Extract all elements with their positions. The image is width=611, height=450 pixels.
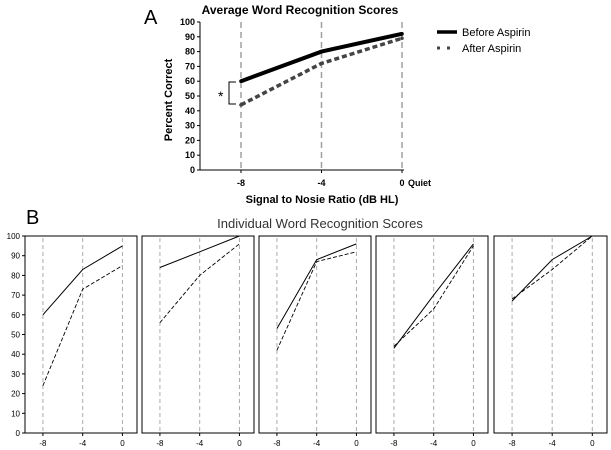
chart-a-y-ticks: 0 10 20 30 40 50 60 70 80 90 100 (180, 17, 200, 175)
y-tick-label-a-4: 40 (185, 106, 195, 116)
chart-a-ylabel: Percent Correct (163, 58, 175, 141)
x-tick-label-a-1: -4 (317, 178, 325, 188)
subject-4-after-line (393, 245, 474, 347)
subject-panel-frame-4 (375, 235, 489, 434)
y-tick-label-b-4: 40 (11, 350, 20, 359)
data-point-a-1-0 (239, 103, 243, 107)
subject-3-before-line (276, 243, 357, 329)
x-tick-label-b-1-2: 0 (120, 439, 125, 448)
y-tick-label-a-7: 70 (185, 61, 195, 71)
data-point-a-1-2 (400, 36, 404, 41)
subject-2-after-line (159, 243, 240, 323)
x-tick-label-b-4-0: -8 (390, 439, 398, 448)
x-tick-label-b-4-1: -4 (430, 439, 438, 448)
y-tick-label-a-6: 60 (185, 76, 195, 86)
legend-label-before: Before Aspirin (462, 27, 530, 39)
chart-a-xlabel: Signal to Nosie Ratio (dB HL) (246, 194, 399, 206)
subject-5-after-line (511, 235, 593, 300)
legend-label-after: After Aspirin (462, 43, 521, 55)
x-tick-label-b-1-0: -8 (39, 439, 47, 448)
panel-letter-b: B (26, 207, 39, 229)
y-tick-label-a-3: 30 (185, 121, 195, 131)
y-tick-label-b-5: 50 (11, 331, 20, 340)
y-tick-label-b-0: 0 (16, 429, 21, 438)
x-tick-label-b-5-1: -4 (549, 439, 557, 448)
x-tick-label-b-3-1: -4 (313, 439, 321, 448)
subject-panel-frame-3 (258, 235, 372, 434)
y-tick-label-b-8: 80 (11, 271, 20, 280)
subject-3-after-line (276, 251, 357, 351)
data-point-a-0-1 (319, 49, 324, 54)
panel-letter-a: A (144, 7, 158, 29)
chart-b-y-axis: 0 10 20 30 40 50 60 70 80 90 100 (7, 232, 25, 438)
subject-2-before-line (159, 235, 240, 268)
subject-panel-frame-1 (24, 235, 138, 434)
subject-1-before-line (42, 245, 123, 316)
y-tick-label-a-1: 10 (185, 150, 195, 160)
x-tick-label-b-3-2: 0 (354, 439, 359, 448)
subject-4-before-line (393, 243, 474, 349)
subject-panel-1: -8 -4 0 (24, 235, 138, 448)
x-tick-label-b-4-2: 0 (471, 439, 476, 448)
chart-a-title: Average Word Recognition Scores (202, 3, 399, 17)
x-tick-label-b-5-2: 0 (590, 439, 595, 448)
y-tick-label-b-10: 100 (7, 232, 21, 241)
y-tick-label-a-0: 0 (190, 165, 195, 175)
y-tick-label-b-1: 10 (11, 409, 20, 418)
subject-panel-5: -8 -4 0 (493, 235, 608, 448)
y-tick-label-b-7: 70 (11, 291, 20, 300)
x-extra-label-quiet: Quiet (408, 178, 431, 188)
y-tick-label-b-9: 90 (11, 252, 20, 261)
x-tick-label-b-3-0: -8 (273, 439, 281, 448)
y-tick-label-a-10: 100 (180, 17, 195, 27)
y-tick-label-a-5: 50 (185, 91, 195, 101)
chart-b-title: Individual Word Recognition Scores (217, 216, 423, 231)
y-tick-label-a-8: 80 (185, 47, 195, 57)
data-point-a-0-2 (400, 32, 404, 36)
x-tick-label-b-2-2: 0 (237, 439, 242, 448)
subject-panel-4: -8 -4 0 (375, 235, 489, 448)
subject-5-before-line (511, 235, 593, 302)
chart-a-gridlines (240, 22, 403, 170)
subject-1-after-line (42, 265, 123, 386)
chart-a-legend: Before Aspirin After Aspirin (437, 27, 530, 55)
y-tick-label-b-6: 60 (11, 311, 20, 320)
x-tick-label-a-0: -8 (237, 178, 245, 188)
subject-panel-3: -8 -4 0 (258, 235, 372, 448)
subject-panel-2: -8 -4 0 (141, 235, 255, 448)
chart-b-panels: -8 -4 0 -8 -4 0 -8 -4 0 -8 -4 0 -8 -4 0 (24, 235, 608, 448)
chart-a-x-ticks: -8 -4 0 (237, 170, 405, 188)
chart-a-series (239, 31, 404, 107)
x-tick-label-b-5-0: -8 (509, 439, 517, 448)
y-tick-label-a-2: 20 (185, 135, 195, 145)
subject-panel-frame-2 (141, 235, 255, 434)
significance-asterisk: * (218, 88, 224, 104)
y-tick-label-a-9: 90 (185, 32, 195, 42)
x-tick-label-a-2: 0 (399, 178, 404, 188)
subject-panel-frame-5 (493, 235, 608, 434)
x-tick-label-b-1-1: -4 (79, 439, 87, 448)
x-tick-label-b-2-0: -8 (156, 439, 164, 448)
data-point-a-1-1 (319, 61, 324, 66)
chart-a-axes (199, 22, 404, 171)
significance-bracket (228, 81, 236, 105)
data-point-a-0-0 (239, 79, 243, 83)
x-tick-label-b-2-1: -4 (196, 439, 204, 448)
y-tick-label-b-2: 20 (11, 390, 20, 399)
y-tick-label-b-3: 30 (11, 370, 20, 379)
